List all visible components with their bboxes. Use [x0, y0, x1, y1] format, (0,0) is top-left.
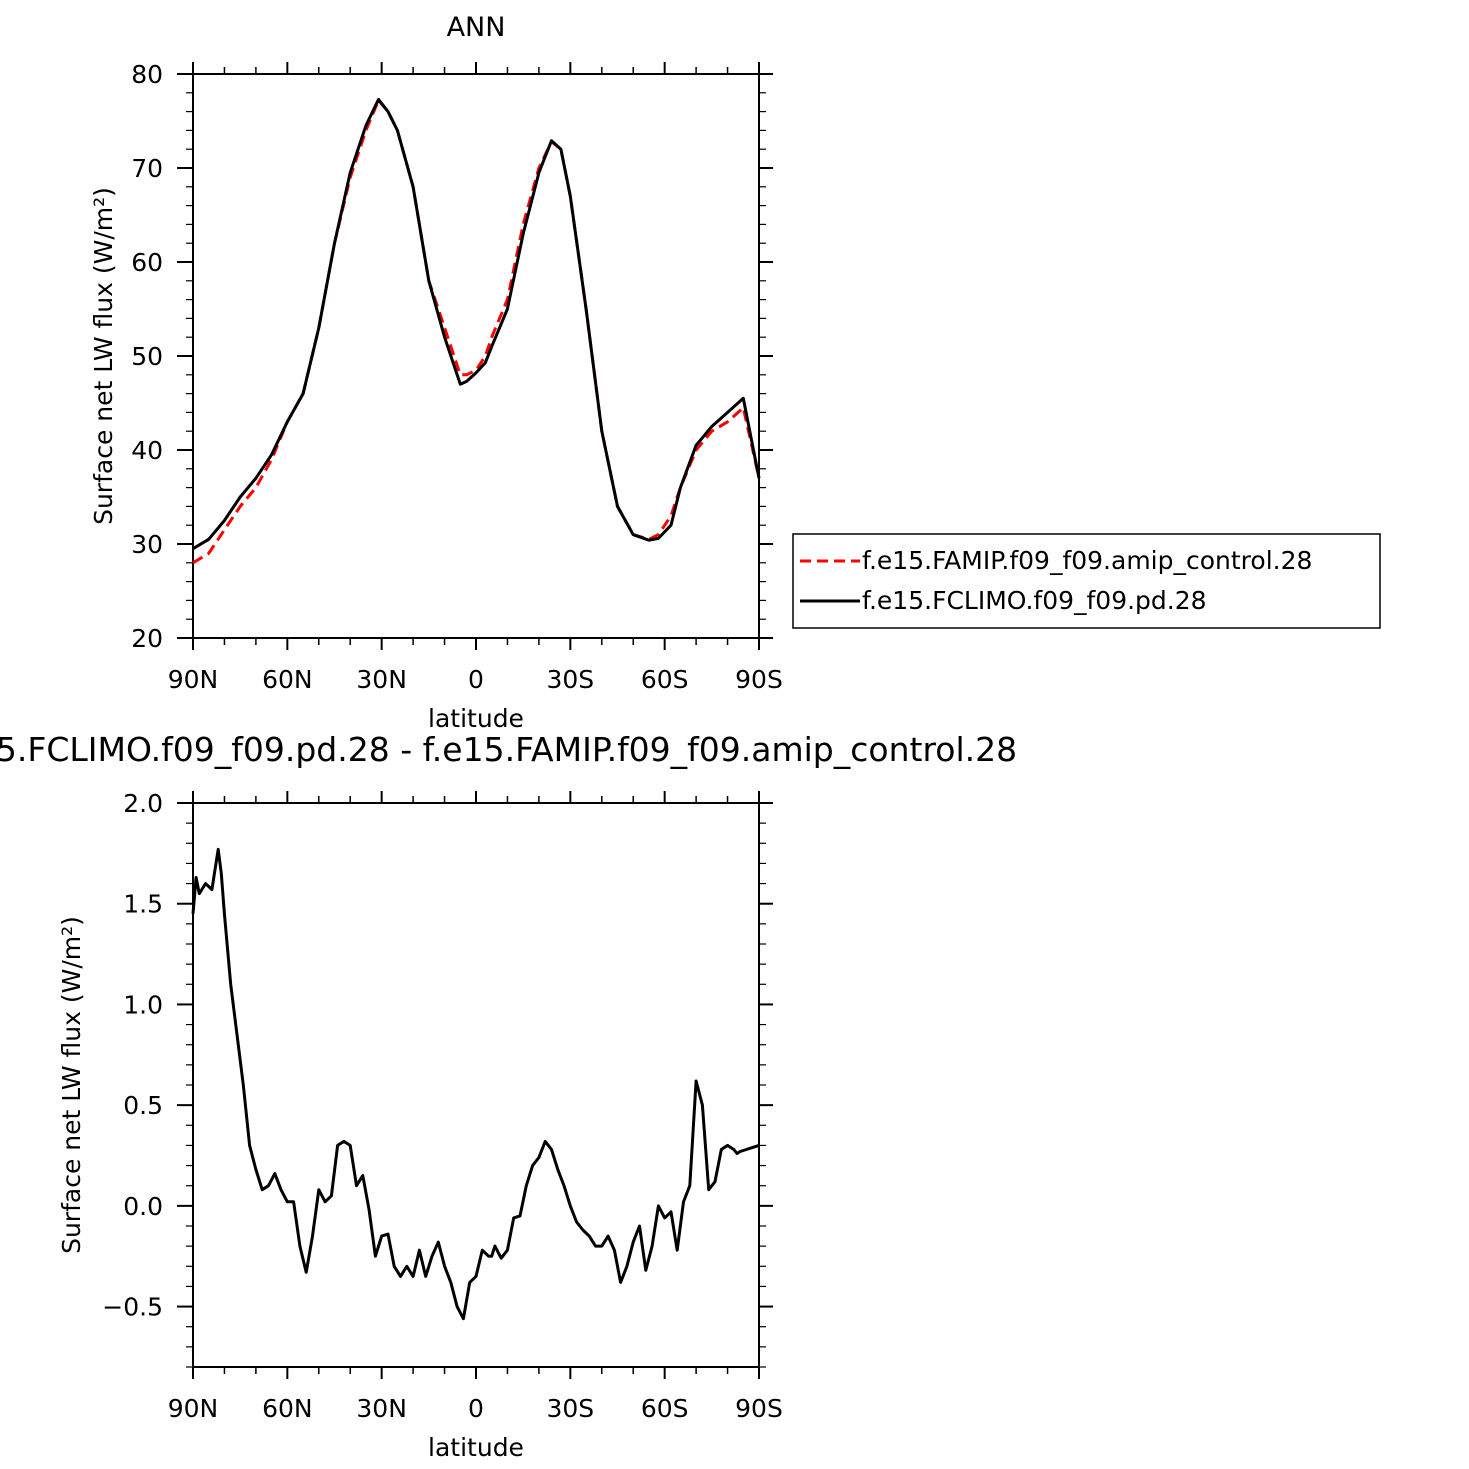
top-y-tick-label: 50	[131, 342, 163, 371]
bottom-y-tick-label: 1.0	[123, 990, 163, 1019]
top-chart-title: ANN	[447, 12, 506, 43]
bottom-y-tick-label: 2.0	[123, 789, 163, 818]
bottom-x-tick-label: 30N	[356, 1394, 407, 1423]
bottom-x-tick-label: 30S	[546, 1394, 594, 1423]
top-x-tick-label: 30S	[546, 665, 594, 694]
legend: f.e15.FAMIP.f09_f09.amip_control.28 f.e1…	[792, 533, 1381, 629]
bottom-y-tick-label: 0.5	[123, 1091, 163, 1120]
bottom-x-tick-label: 0	[468, 1394, 484, 1423]
top-y-tick-label: 80	[131, 60, 163, 89]
bottom-plot-area: 90N 60N 30N 0 30S 60S 90S −0.5 0.0 0.5 1.0 1.5 2.0	[102, 789, 783, 1423]
legend-label-fclimo: f.e15.FCLIMO.f09_f09.pd.28	[862, 586, 1207, 615]
top-panel: ANN latitude Surface net LW flux (W/m²) …	[89, 12, 783, 733]
bottom-panel: f.e15.FCLIMO.f09_f09.pd.28 - f.e15.FAMIP…	[0, 730, 1017, 1462]
top-series-line-0	[192, 98, 761, 565]
bottom-y-tick-label: 0.0	[123, 1192, 163, 1221]
top-x-axis-label: latitude	[428, 704, 524, 733]
legend-box	[792, 533, 1381, 629]
bottom-x-tick-label: 90S	[735, 1394, 783, 1423]
top-frame	[192, 73, 760, 639]
top-y-tick-label: 60	[131, 248, 163, 277]
bottom-x-tick-label: 60S	[641, 1394, 689, 1423]
top-series-line-1	[192, 97, 761, 550]
bottom-y-axis-label: Surface net LW flux (W/m²)	[57, 916, 86, 1254]
top-y-tick-label: 30	[131, 530, 163, 559]
top-y-tick-label: 20	[131, 624, 163, 653]
bottom-chart-title: f.e15.FCLIMO.f09_f09.pd.28 - f.e15.FAMIP…	[0, 730, 1017, 769]
bottom-series-line-0	[191, 847, 760, 1321]
bottom-x-tick-label: 90N	[168, 1394, 219, 1423]
bottom-y-tick-label: −0.5	[102, 1293, 163, 1322]
top-x-tick-label: 90N	[168, 665, 219, 694]
top-y-tick-label: 70	[131, 154, 163, 183]
top-y-axis-label: Surface net LW flux (W/m²)	[89, 187, 118, 525]
top-y-tick-label: 40	[131, 436, 163, 465]
top-x-tick-label: 60S	[641, 665, 689, 694]
bottom-x-axis-label: latitude	[428, 1433, 524, 1462]
top-x-tick-label: 0	[468, 665, 484, 694]
top-x-tick-label: 90S	[735, 665, 783, 694]
top-plot-area: 90N 60N 30N 0 30S 60S 90S 20 30 40 50 60 70 80	[131, 60, 783, 694]
bottom-frame	[192, 802, 760, 1368]
bottom-x-tick-label: 60N	[262, 1394, 313, 1423]
bottom-y-tick-label: 1.5	[123, 890, 163, 919]
top-x-tick-label: 30N	[356, 665, 407, 694]
legend-label-amip: f.e15.FAMIP.f09_f09.amip_control.28	[862, 546, 1312, 575]
top-x-tick-label: 60N	[262, 665, 313, 694]
